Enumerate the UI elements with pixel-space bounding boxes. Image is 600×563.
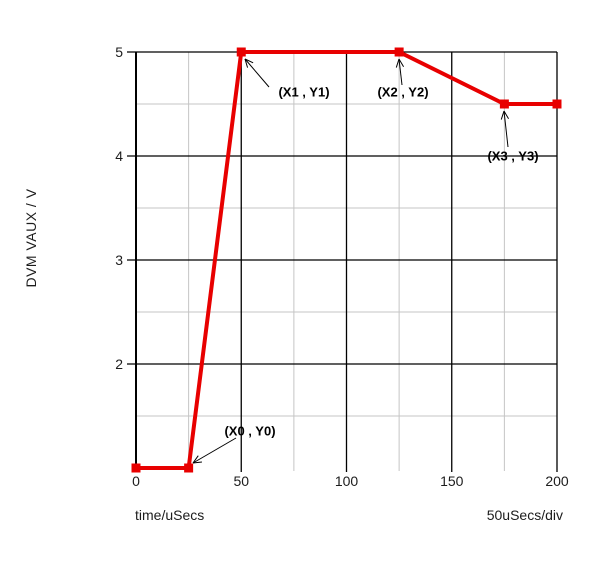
y-axis-title: DVM VAUX / V: [23, 188, 39, 288]
annotation-label: (X1 , Y1): [278, 84, 330, 100]
y-tick-label: 3: [115, 252, 123, 268]
data-point-marker: [552, 99, 562, 109]
data-point-marker: [499, 99, 509, 109]
annotation-arrow-shaft: [503, 110, 509, 148]
y-tick-label: 2: [115, 356, 123, 372]
data-point-marker: [236, 47, 246, 57]
annotation-arrowhead: [244, 58, 254, 64]
annotation-arrowhead: [244, 58, 249, 68]
annotation-arrow-shaft: [244, 58, 270, 88]
y-tick-label: 5: [115, 44, 123, 60]
x-tick-label: 150: [440, 473, 464, 489]
data-point-marker: [184, 463, 194, 473]
x-axis-title: time/uSecs: [135, 507, 205, 523]
x-tick-label: 200: [545, 473, 569, 489]
annotation-arrowhead: [398, 58, 405, 67]
annotation-arrowhead: [503, 110, 509, 120]
data-point-marker: [394, 47, 404, 57]
y-tick-label: 4: [115, 148, 123, 164]
annotation-label: (X2 , Y2): [377, 84, 429, 100]
annotation-arrowhead: [500, 110, 505, 120]
waveform-trace: [136, 50, 557, 470]
data-point-marker: [131, 463, 141, 473]
x-tick-label: 0: [132, 473, 140, 489]
annotation-arrow-shaft: [192, 437, 237, 464]
annotation-arrow-shaft: [398, 58, 403, 86]
x-tick-label: 50: [233, 473, 250, 489]
annotation-arrowhead: [192, 455, 199, 464]
annotation-label: (X0 , Y0): [224, 423, 276, 439]
annotation-label: (X3 , Y3): [487, 148, 539, 164]
x-scale-per-div-label: 50uSecs/div: [486, 507, 563, 523]
annotation-arrowhead: [192, 461, 203, 464]
x-tick-label: 100: [334, 473, 359, 489]
annotation-arrowhead: [395, 58, 400, 68]
